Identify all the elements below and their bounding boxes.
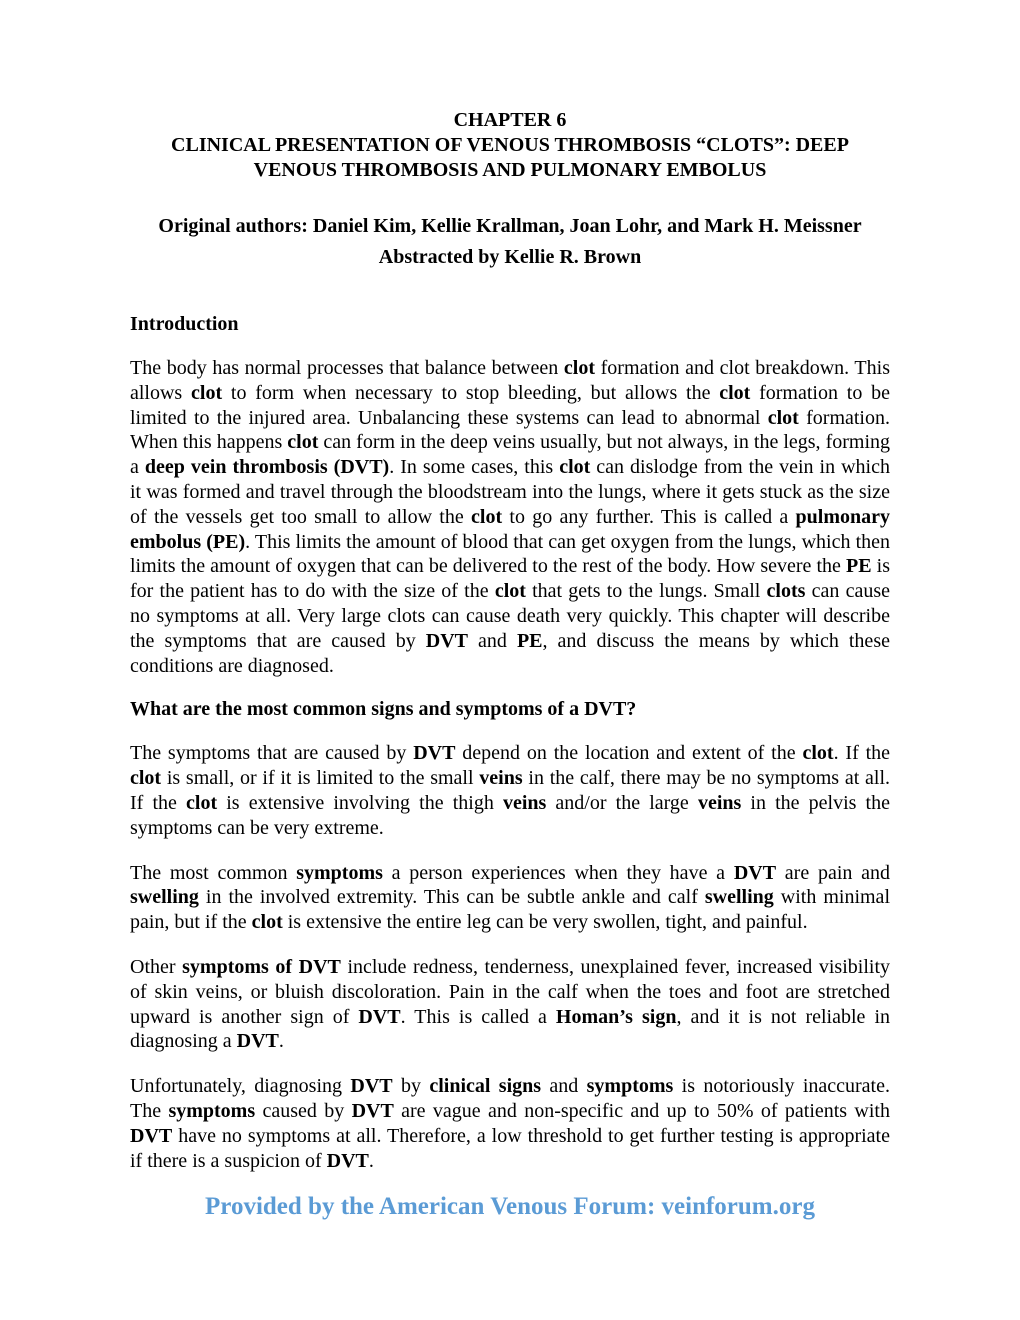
section-heading-symptoms: What are the most common signs and sympt… [130, 698, 890, 721]
chapter-heading: CHAPTER 6 CLINICAL PRESENTATION OF VENOU… [130, 108, 890, 183]
document-page: CHAPTER 6 CLINICAL PRESENTATION OF VENOU… [0, 0, 1020, 1261]
paragraph-symptoms-2: The most common symptoms a person experi… [130, 861, 890, 935]
author-block: Original authors: Daniel Kim, Kellie Kra… [130, 211, 890, 273]
abstracted-by: Abstracted by Kellie R. Brown [379, 246, 641, 268]
original-authors: Original authors: Daniel Kim, Kellie Kra… [158, 215, 861, 237]
footer-attribution: Provided by the American Venous Forum: v… [130, 1193, 890, 1221]
paragraph-symptoms-3: Other symptoms of DVT include redness, t… [130, 955, 890, 1054]
chapter-number: CHAPTER 6 [454, 109, 567, 131]
paragraph-introduction: The body has normal processes that balan… [130, 356, 890, 678]
section-heading-introduction: Introduction [130, 313, 890, 336]
paragraph-symptoms-4: Unfortunately, diagnosing DVT by clinica… [130, 1074, 890, 1173]
paragraph-symptoms-1: The symptoms that are caused by DVT depe… [130, 741, 890, 840]
chapter-title-line2: VENOUS THROMBOSIS AND PULMONARY EMBOLUS [254, 159, 767, 181]
chapter-title-line1: CLINICAL PRESENTATION OF VENOUS THROMBOS… [171, 134, 849, 156]
